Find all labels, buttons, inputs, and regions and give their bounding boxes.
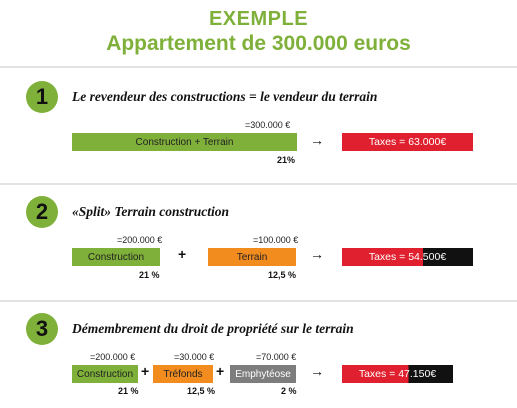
s3-bar-construction: Construction	[72, 365, 138, 383]
s1-percent: 21%	[277, 155, 296, 165]
section-3-heading: Démembrement du droit de propriété sur l…	[72, 321, 354, 336]
step-number-1: 1	[26, 81, 58, 113]
s3-tax-bar: Taxes = 47.150€	[342, 365, 453, 383]
step-number-2: 2	[26, 196, 58, 228]
s3-percent-trefonds: 12,5 %	[187, 386, 216, 396]
arrow-right-icon: →	[310, 363, 324, 379]
step-number-3: 3	[26, 313, 58, 345]
plus-icon: +	[178, 246, 187, 262]
s3-percent-construction: 21 %	[118, 386, 139, 396]
s3-amount-emphyteose: =70.000 €	[256, 352, 297, 362]
s2-bar-terrain: Terrain	[208, 248, 296, 266]
section-divider	[0, 300, 517, 302]
section-divider	[0, 66, 517, 68]
arrow-right-icon: →	[310, 246, 324, 262]
arrow-right-icon: →	[310, 132, 324, 148]
s3-bar-emphyteose: Emphytéose	[230, 365, 296, 383]
s2-amount-terrain: =100.000 €	[253, 235, 299, 245]
section-2-heading: «Split» Terrain construction	[72, 204, 230, 219]
s3-percent-emphyteose: 2 %	[281, 386, 297, 396]
plus-icon: +	[141, 363, 150, 379]
section-divider	[0, 183, 517, 185]
s3-amount-construction: =200.000 €	[90, 352, 136, 362]
s2-percent-construction: 21 %	[139, 270, 160, 280]
s2-amount-construction: =200.000 €	[117, 235, 163, 245]
s3-amount-trefonds: =30.000 €	[174, 352, 215, 362]
s2-percent-terrain: 12,5 %	[268, 270, 297, 280]
page-subtitle: Appartement de 300.000 euros	[106, 32, 411, 55]
s1-amount: =300.000 €	[245, 120, 291, 130]
section-1-heading: Le revendeur des constructions = le vend…	[72, 89, 378, 104]
plus-icon: +	[216, 363, 225, 379]
s2-bar-construction: Construction	[72, 248, 160, 266]
s1-bar-construction-terrain: Construction + Terrain	[72, 133, 297, 151]
s2-tax-bar: Taxes = 54.500€	[342, 248, 473, 266]
page-title: EXEMPLE	[208, 8, 309, 30]
s3-bar-trefonds: Tréfonds	[153, 365, 213, 383]
s1-tax-bar: Taxes = 63.000€	[342, 133, 473, 151]
